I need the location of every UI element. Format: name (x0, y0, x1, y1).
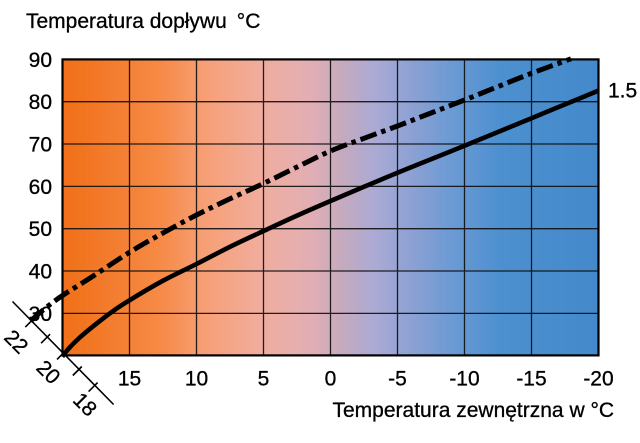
svg-text:-5: -5 (388, 368, 407, 391)
svg-text:0: 0 (325, 368, 337, 391)
svg-text:60: 60 (29, 176, 52, 199)
svg-text:90: 90 (29, 49, 52, 72)
svg-text:30: 30 (29, 303, 52, 326)
svg-text:-10: -10 (449, 368, 479, 391)
svg-text:70: 70 (29, 133, 52, 156)
svg-text:80: 80 (29, 91, 52, 114)
svg-text:5: 5 (258, 368, 270, 391)
svg-text:10: 10 (185, 368, 208, 391)
svg-text:40: 40 (29, 260, 52, 283)
svg-text:15: 15 (118, 368, 141, 391)
svg-text:18: 18 (68, 388, 101, 421)
svg-text:20: 20 (32, 356, 65, 389)
svg-text:Temperatura dopływu °C: Temperatura dopływu °C (26, 10, 260, 33)
svg-text:-20: -20 (583, 368, 613, 391)
svg-text:22: 22 (0, 326, 32, 359)
svg-text:1.5: 1.5 (608, 80, 637, 103)
svg-text:-15: -15 (516, 368, 546, 391)
svg-text:Temperatura zewnętrzna w °C: Temperatura zewnętrzna w °C (333, 399, 615, 422)
svg-text:50: 50 (29, 218, 52, 241)
